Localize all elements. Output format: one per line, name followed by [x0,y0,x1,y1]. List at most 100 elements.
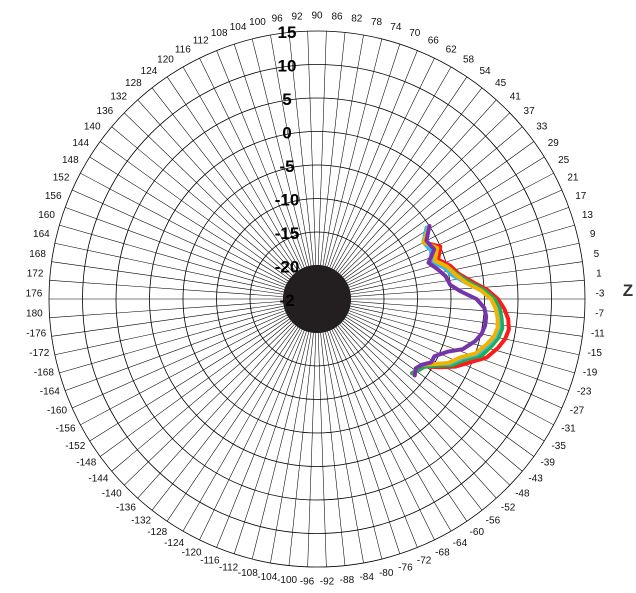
spoke-line [89,156,289,282]
grid-circle [216,198,418,400]
angle-tick-label: 136 [97,106,114,117]
spoke-line [320,32,346,266]
spoke-line [89,316,289,442]
angle-tick-label: -152 [65,441,85,452]
spoke-line [320,332,346,566]
spoke-line [322,35,364,266]
spoke-line [329,50,418,268]
angle-tick-label: -43 [528,473,543,484]
angle-tick-label: 62 [446,45,458,56]
spoke-line [342,320,523,472]
angle-tick-label: 100 [249,17,266,28]
angle-tick-label: 108 [211,28,228,39]
angle-tick-label: 160 [38,210,55,221]
spoke-line [350,280,585,297]
spoke-line [111,126,292,278]
spoke-line [324,331,383,560]
series-lines [410,224,511,378]
radial-tick-label: -15 [275,224,300,243]
spoke-line [331,58,435,269]
angle-tick-label: -176 [26,329,46,340]
spoke-line [270,332,312,563]
angle-tick-label: 21 [567,173,579,184]
angle-tick-label: 132 [110,92,127,103]
spoke-line [72,312,287,409]
spoke-line [137,99,295,274]
spoke-line [337,325,483,511]
spoke-line [251,38,310,267]
angle-tick-label: -56 [486,515,501,526]
spoke-line [233,44,307,267]
angle-tick-label: -120 [182,547,202,558]
radial-tick-label: -5 [279,157,294,176]
spoke-line [348,207,569,288]
angle-tick-label: 5 [594,249,600,260]
angle-tick-label: 148 [62,155,79,166]
spoke-line [199,329,303,540]
spoke-line [124,112,293,276]
angle-tick-label: -160 [47,405,67,416]
spoke-line [333,328,452,532]
angle-tick-label: 144 [72,138,89,149]
center-hub [283,265,351,333]
angle-tick-label: -23 [577,387,592,398]
angle-tick-label: 128 [125,78,142,89]
angle-tick-label: -3 [596,289,605,300]
angle-tick-label: 86 [331,11,343,22]
spoke-line [251,331,310,560]
angle-tick-label: -48 [515,488,530,499]
spoke-line [345,156,545,282]
spoke-line [233,331,307,554]
angle-tick-label: -64 [453,538,468,549]
angle-tick-label: 168 [29,249,46,260]
angle-tick-label: -168 [34,368,54,379]
angle-tick-label: -164 [40,387,60,398]
radial-tick-label: -2 [279,291,294,310]
spoke-line [54,243,284,293]
angle-tick-label: 90 [311,11,323,22]
spoke-line [124,322,293,486]
angle-tick-label: 124 [141,66,158,77]
angle-tick-label: 140 [84,122,101,133]
spoke-line [342,126,523,278]
spoke-line [344,141,534,280]
angle-tick-label: 17 [575,191,587,202]
angle-tick-label: 82 [351,13,363,24]
angle-tick-label: 116 [175,45,191,56]
spoke-line [182,328,301,532]
angle-tick-label: 9 [590,229,596,240]
angle-tick-label: -148 [76,458,96,469]
spoke-line [288,32,314,266]
angle-tick-label: -124 [164,538,184,549]
spoke-line [100,141,290,280]
angle-tick-label: -15 [587,348,602,359]
series-line [412,224,489,378]
spoke-line [327,44,401,267]
spoke-line [349,308,575,374]
angle-tick-label: -116 [200,556,220,567]
spoke-line [347,189,562,286]
angle-tick-label: -19 [583,368,598,379]
angle-tick-label: 29 [548,138,560,149]
angle-tick-label: 172 [27,269,44,280]
spoke-line [51,303,284,337]
spoke-line [49,280,284,297]
angle-tick-label: 156 [45,191,62,202]
spoke-line [341,112,510,276]
spoke-line [182,66,301,270]
spoke-line [327,331,401,554]
grid-circle [249,231,385,367]
angle-tick-label: 37 [524,106,536,117]
angle-tick-label: 66 [428,36,440,47]
angle-tick-label: -92 [320,576,335,587]
angle-tick-label: 152 [53,173,70,184]
spoke-line [151,87,297,273]
spoke-line [137,324,295,499]
spoke-line [350,243,580,293]
radial-tick-label: 10 [278,57,297,76]
polar-grid [48,30,586,568]
radial-labels: 15 10 5 0 -5 -10 -15 -20 -2 [275,23,300,310]
spoke-line [341,322,510,486]
angle-tick-label: 176 [26,289,43,300]
